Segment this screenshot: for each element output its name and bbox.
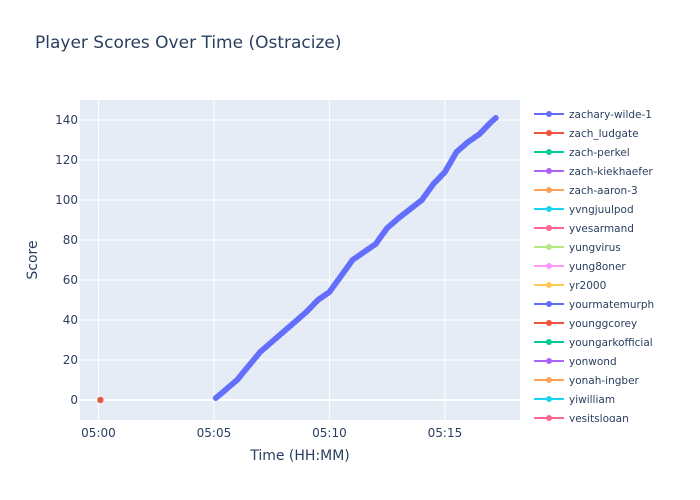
legend-label: yourmatemurph: [569, 299, 654, 311]
legend-marker: [546, 149, 552, 155]
legend-label: zach-aaron-3: [569, 185, 638, 197]
series-zach_ludgate: [97, 397, 104, 403]
legend-label: yung8oner: [569, 261, 626, 273]
x-tick-label: 05:10: [312, 426, 347, 440]
legend-item[interactable]: yvngjuulpod: [534, 204, 634, 216]
legend-label: yvngjuulpod: [569, 204, 634, 216]
legend-item[interactable]: youngarkofficial: [534, 337, 653, 349]
legend-item[interactable]: yonah-ingber: [534, 375, 640, 387]
y-tick-label: 20: [63, 353, 78, 367]
y-tick-label: 100: [55, 193, 78, 207]
legend-item[interactable]: yonwond: [534, 356, 617, 368]
x-tick-label: 05:05: [197, 426, 232, 440]
legend-label: yungvirus: [569, 242, 621, 254]
legend-marker: [546, 377, 552, 383]
legend-item[interactable]: yesitslogan: [534, 413, 629, 425]
legend-label: yr2000: [569, 280, 606, 292]
legend-label: yiwilliam: [569, 394, 615, 406]
legend-marker: [546, 168, 552, 174]
series-zachary-wilde-1: [212, 115, 499, 401]
legend-label: yvesarmand: [569, 223, 634, 235]
x-tick-label: 05:15: [428, 426, 463, 440]
y-tick-label: 40: [63, 313, 78, 327]
legend-item[interactable]: younggcorey: [534, 318, 637, 330]
x-tick-label: 05:00: [81, 426, 116, 440]
y-tick-label: 0: [70, 393, 78, 407]
series-layer: [97, 115, 499, 403]
legend-marker: [546, 282, 552, 288]
legend-label: zachary-wilde-1: [569, 109, 652, 121]
legend-item[interactable]: yungvirus: [534, 242, 621, 254]
legend-marker: [546, 187, 552, 193]
y-tick-label: 60: [63, 273, 78, 287]
y-tick-label: 120: [55, 153, 78, 167]
y-tick-label: 80: [63, 233, 78, 247]
legend-marker: [546, 320, 552, 326]
legend-item[interactable]: yiwilliam: [534, 394, 615, 406]
data-point: [97, 397, 104, 403]
legend-marker: [546, 225, 552, 231]
legend-item[interactable]: zach_ludgate: [534, 128, 639, 140]
legend-marker: [546, 358, 552, 364]
legend-item[interactable]: yourmatemurph: [534, 299, 654, 311]
legend-item[interactable]: zachary-wilde-1: [534, 109, 652, 121]
legend-marker: [546, 206, 552, 212]
legend[interactable]: zachary-wilde-1 zach_ludgate zach-perkel za…: [534, 109, 654, 425]
legend-label: yesitslogan: [569, 413, 629, 425]
plot-area: [80, 100, 520, 420]
legend-label: zach_ludgate: [569, 128, 639, 140]
grid-lines: [80, 100, 520, 420]
y-tick-labels: 0 20 40 60 80 100 120 140: [55, 113, 78, 407]
legend-label: younggcorey: [569, 318, 637, 330]
legend-marker: [546, 111, 552, 117]
legend-marker: [546, 263, 552, 269]
legend-label: zach-kiekhaefer: [569, 166, 653, 178]
legend-marker: [546, 339, 552, 345]
chart-title: Player Scores Over Time (Ostracize): [35, 33, 342, 53]
legend-marker: [546, 130, 552, 136]
legend-item[interactable]: zach-perkel: [534, 147, 630, 159]
legend-label: yonwond: [569, 356, 617, 368]
x-tick-labels: 05:00 05:05 05:10 05:15: [81, 426, 462, 440]
legend-label: youngarkofficial: [569, 337, 653, 349]
legend-marker: [546, 301, 552, 307]
legend-label: yonah-ingber: [569, 375, 640, 387]
legend-item[interactable]: zach-aaron-3: [534, 185, 638, 197]
legend-item[interactable]: yung8oner: [534, 261, 626, 273]
x-axis-title: Time (HH:MM): [249, 448, 350, 464]
legend-marker: [546, 244, 552, 250]
legend-item[interactable]: yr2000: [534, 280, 606, 292]
y-axis-title: Score: [25, 240, 41, 279]
legend-marker: [546, 396, 552, 402]
legend-item[interactable]: yvesarmand: [534, 223, 634, 235]
y-tick-label: 140: [55, 113, 78, 127]
legend-marker: [546, 415, 552, 421]
data-point: [492, 115, 499, 121]
legend-label: zach-perkel: [569, 147, 630, 159]
legend-item[interactable]: zach-kiekhaefer: [534, 166, 653, 178]
